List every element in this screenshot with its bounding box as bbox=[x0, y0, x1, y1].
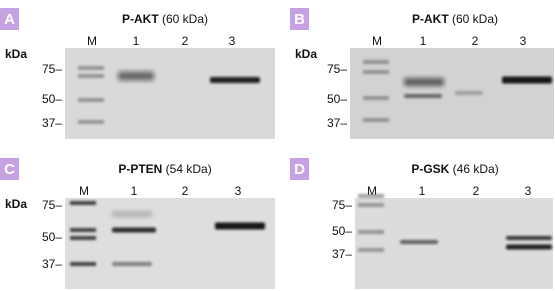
title-suffix: (60 kDa) bbox=[452, 12, 498, 26]
title-suffix: (60 kDa) bbox=[162, 12, 208, 26]
lane-label: 1 bbox=[420, 34, 427, 48]
panel-letter: A bbox=[4, 11, 15, 28]
ladder-band bbox=[358, 203, 384, 207]
ladder-band bbox=[358, 248, 384, 252]
ladder-band bbox=[363, 60, 389, 64]
ladder-band bbox=[363, 96, 389, 100]
lane-label: 3 bbox=[520, 34, 527, 48]
lane-label: M bbox=[367, 184, 377, 198]
marker-label: 75– bbox=[42, 62, 62, 76]
band bbox=[506, 244, 552, 250]
panel-title: P-GSK (46 kDa) bbox=[411, 162, 498, 176]
lane-label: 2 bbox=[182, 34, 189, 48]
ladder-band bbox=[70, 236, 96, 240]
band bbox=[112, 211, 152, 217]
ladder-band bbox=[70, 201, 96, 205]
title-suffix: (54 kDa) bbox=[166, 162, 212, 176]
band bbox=[112, 262, 152, 266]
marker-label: 75– bbox=[327, 62, 347, 76]
ladder-band bbox=[363, 118, 389, 122]
panel: D P-GSK (46 kDa) M 1 2 3 75– 50– 37– bbox=[290, 158, 553, 289]
lane-label: 2 bbox=[182, 184, 189, 198]
band bbox=[215, 222, 265, 230]
marker-label: 50– bbox=[327, 92, 347, 106]
ladder-band bbox=[70, 228, 96, 232]
marker-label: 50– bbox=[42, 230, 62, 244]
lane-label: M bbox=[87, 34, 97, 48]
panel-letter-box bbox=[0, 8, 19, 30]
marker-label: 37– bbox=[42, 116, 62, 130]
title-name: P-PTEN bbox=[118, 162, 162, 176]
marker-label: 75– bbox=[332, 198, 352, 212]
marker-label: 37– bbox=[42, 257, 62, 271]
panel: C P-PTEN (54 kDa) M 1 2 3 kDa 75– 50– 37– bbox=[0, 158, 275, 289]
panel-letter: D bbox=[294, 161, 305, 178]
panel-title: P-AKT (60 kDa) bbox=[122, 12, 208, 26]
panel: B P-AKT (60 kDa) M 1 2 3 kDa 75– 50– 37– bbox=[290, 8, 554, 139]
title-name: P-GSK bbox=[411, 162, 449, 176]
blot bbox=[65, 198, 275, 289]
blot bbox=[355, 198, 553, 289]
unit-label: kDa bbox=[5, 197, 27, 211]
panel-letter-box bbox=[290, 8, 309, 30]
panel-letter-box bbox=[290, 158, 309, 180]
panel-letter: B bbox=[294, 11, 305, 28]
lane-label: 3 bbox=[235, 184, 242, 198]
marker-label: 50– bbox=[42, 92, 62, 106]
title-name: P-AKT bbox=[412, 12, 449, 26]
lane-label: 3 bbox=[525, 184, 532, 198]
lane-label: 2 bbox=[473, 184, 480, 198]
lane-label: M bbox=[372, 34, 382, 48]
panel: A P-AKT (60 kDa) M 1 2 3 kDa 75– 50– 37– bbox=[0, 8, 275, 139]
ladder-band bbox=[78, 98, 104, 102]
title-name: P-AKT bbox=[122, 12, 159, 26]
unit-label: kDa bbox=[5, 47, 27, 61]
marker-label: 75– bbox=[42, 198, 62, 212]
band bbox=[502, 76, 552, 84]
ladder-band bbox=[78, 66, 104, 70]
lane-label: 1 bbox=[133, 34, 140, 48]
ladder-band bbox=[78, 120, 104, 124]
panel-title: P-AKT (60 kDa) bbox=[412, 12, 498, 26]
band bbox=[404, 78, 444, 86]
ladder-band bbox=[363, 70, 389, 74]
title-suffix: (46 kDa) bbox=[453, 162, 499, 176]
lane-label: M bbox=[79, 184, 89, 198]
blot bbox=[65, 48, 275, 139]
marker-label: 50– bbox=[332, 224, 352, 238]
lane-label: 1 bbox=[419, 184, 426, 198]
band bbox=[404, 94, 442, 98]
band bbox=[506, 236, 552, 240]
panel-letter-box bbox=[0, 158, 19, 180]
unit-label: kDa bbox=[295, 47, 317, 61]
band bbox=[112, 227, 156, 233]
ladder-band bbox=[358, 230, 384, 234]
panel-title: P-PTEN (54 kDa) bbox=[118, 162, 211, 176]
lane-label: 1 bbox=[131, 184, 138, 198]
band bbox=[400, 240, 438, 244]
band bbox=[118, 71, 154, 81]
marker-label: 37– bbox=[327, 116, 347, 130]
lane-label: 2 bbox=[472, 34, 479, 48]
ladder-band bbox=[70, 262, 96, 266]
band bbox=[455, 91, 483, 95]
lane-label: 3 bbox=[229, 34, 236, 48]
ladder-band bbox=[78, 74, 104, 78]
panel-letter: C bbox=[4, 161, 15, 178]
ladder-band bbox=[358, 194, 384, 198]
marker-label: 37– bbox=[332, 247, 352, 261]
band bbox=[210, 77, 260, 83]
